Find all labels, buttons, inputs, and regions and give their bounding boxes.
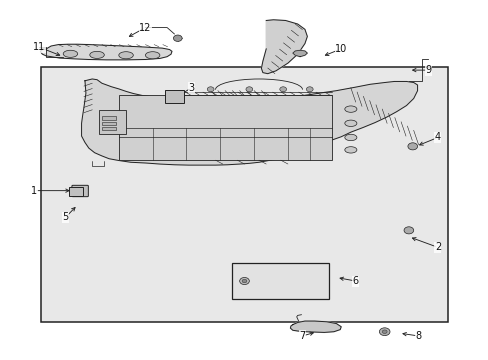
Circle shape (382, 330, 386, 333)
Polygon shape (290, 321, 341, 332)
Bar (69, 187, 83, 195)
Ellipse shape (119, 52, 133, 59)
Text: 1: 1 (31, 186, 37, 195)
Circle shape (306, 87, 312, 92)
Text: 3: 3 (188, 83, 194, 93)
Bar (99, 110, 126, 134)
Bar (232, 263, 328, 299)
Circle shape (242, 279, 246, 283)
Text: 6: 6 (352, 276, 358, 286)
Text: 2: 2 (434, 242, 440, 252)
Ellipse shape (145, 52, 160, 59)
Bar (102, 116, 116, 120)
Circle shape (279, 87, 286, 92)
Polygon shape (81, 79, 417, 165)
Polygon shape (292, 50, 307, 57)
Circle shape (245, 87, 252, 92)
Bar (102, 127, 116, 130)
FancyBboxPatch shape (72, 185, 88, 197)
Polygon shape (261, 20, 307, 74)
Ellipse shape (344, 134, 356, 141)
Circle shape (207, 87, 214, 92)
Ellipse shape (63, 50, 78, 57)
Ellipse shape (90, 51, 104, 58)
Bar (164, 90, 183, 103)
Ellipse shape (344, 106, 356, 112)
Ellipse shape (344, 147, 356, 153)
Text: 5: 5 (62, 212, 69, 222)
Text: 11: 11 (33, 42, 45, 52)
Polygon shape (290, 275, 319, 283)
Circle shape (403, 227, 413, 234)
Circle shape (379, 328, 389, 336)
Bar (102, 122, 116, 125)
Text: 8: 8 (415, 331, 421, 341)
Bar (41, 67, 447, 322)
Text: 10: 10 (334, 44, 346, 54)
Text: 9: 9 (424, 65, 430, 75)
Text: 4: 4 (434, 132, 440, 143)
Circle shape (407, 143, 417, 150)
Circle shape (239, 278, 249, 284)
Bar (119, 95, 331, 160)
Polygon shape (41, 44, 172, 60)
Text: 12: 12 (139, 23, 151, 33)
Circle shape (173, 35, 182, 41)
Text: 7: 7 (299, 331, 305, 341)
Ellipse shape (344, 120, 356, 126)
